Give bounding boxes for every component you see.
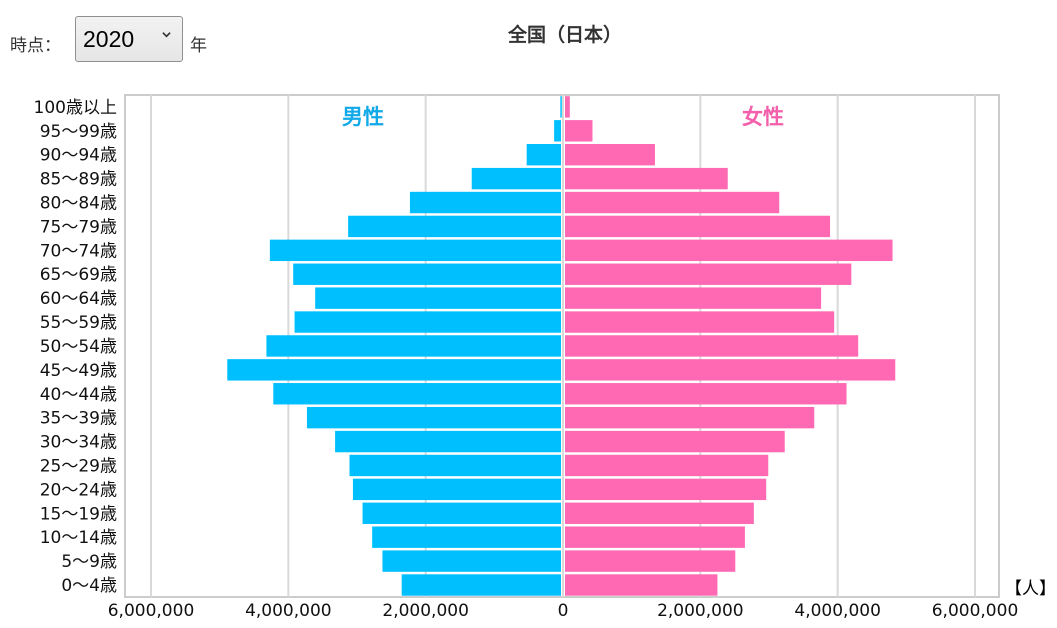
age-group-label: 65～69歳 xyxy=(40,265,117,285)
age-group-label: 45～49歳 xyxy=(40,361,117,381)
female-bar xyxy=(565,550,736,572)
male-bar xyxy=(382,550,561,572)
female-bar xyxy=(565,406,815,429)
female-bar xyxy=(565,526,745,548)
female-bar xyxy=(565,287,822,309)
age-group-label: 10～14歳 xyxy=(40,528,117,548)
male-bar xyxy=(227,359,561,381)
age-group-label: 60～64歳 xyxy=(40,289,117,309)
age-group-label: 90～94歳 xyxy=(40,146,117,166)
female-bar xyxy=(565,191,780,214)
male-bar xyxy=(335,430,561,453)
female-bar xyxy=(565,144,655,166)
age-group-label: 85～89歳 xyxy=(40,170,117,190)
male-bar xyxy=(526,144,561,166)
x-tick-label: 2,000,000 xyxy=(657,601,744,621)
unit-label: 【人】 xyxy=(1005,579,1056,599)
male-bar xyxy=(306,406,561,429)
age-group-label: 15～19歳 xyxy=(40,504,117,524)
age-group-label: 75～79歳 xyxy=(40,217,117,237)
male-bar xyxy=(554,120,561,142)
male-bar xyxy=(372,526,561,548)
female-bar xyxy=(565,574,718,596)
female-bar xyxy=(565,478,767,501)
x-tick-label: 2,000,000 xyxy=(382,601,469,621)
male-bar xyxy=(352,478,561,501)
female-bar xyxy=(565,239,893,262)
male-bar xyxy=(362,502,561,524)
male-bar xyxy=(293,263,561,285)
female-bar xyxy=(565,454,769,477)
male-bar xyxy=(315,287,561,309)
male-series-label: 男性 xyxy=(342,105,384,129)
male-bar xyxy=(560,96,562,118)
year-select[interactable]: 2020 xyxy=(75,16,183,62)
x-tick-label: 4,000,000 xyxy=(245,601,332,621)
age-group-label: 30～34歳 xyxy=(40,433,117,453)
age-group-label: 40～44歳 xyxy=(40,385,117,405)
age-group-label: 80～84歳 xyxy=(40,194,117,214)
female-bar xyxy=(565,96,570,118)
male-bar xyxy=(273,383,561,405)
male-bar xyxy=(471,167,561,190)
female-bar xyxy=(565,263,852,285)
chart-title: 全国（日本） xyxy=(507,24,622,46)
age-group-label: 100歳以上 xyxy=(34,98,117,118)
x-tick-label: 6,000,000 xyxy=(108,601,195,621)
age-group-label: 95～99歳 xyxy=(40,122,117,142)
time-point-label: 時点： xyxy=(10,36,61,56)
female-bar xyxy=(565,430,785,453)
age-group-label: 5～9歳 xyxy=(61,552,117,572)
age-group-label: 0～4歳 xyxy=(61,576,117,596)
x-tick-label: 4,000,000 xyxy=(794,601,881,621)
female-series-label: 女性 xyxy=(742,105,784,129)
female-bar xyxy=(565,120,593,142)
male-bar xyxy=(409,191,561,214)
age-group-label: 70～74歳 xyxy=(40,241,117,261)
male-bar xyxy=(348,215,561,238)
female-bar xyxy=(565,167,728,190)
male-bar xyxy=(401,574,561,596)
female-bar xyxy=(565,502,754,524)
male-bar xyxy=(266,335,561,357)
female-bar xyxy=(565,215,831,238)
age-group-label: 25～29歳 xyxy=(40,456,117,476)
female-bar xyxy=(565,335,859,357)
male-bar xyxy=(294,311,561,333)
x-tick-label: 6,000,000 xyxy=(932,601,1019,621)
female-bar xyxy=(565,383,847,405)
male-bar xyxy=(269,239,561,262)
age-group-label: 55～59歳 xyxy=(40,313,117,333)
male-bar xyxy=(349,454,561,477)
female-bar xyxy=(565,311,835,333)
age-group-label: 20～24歳 xyxy=(40,480,117,500)
year-suffix: 年 xyxy=(190,36,207,56)
age-group-label: 50～54歳 xyxy=(40,337,117,357)
age-group-label: 35～39歳 xyxy=(40,409,117,429)
x-tick-label: 0 xyxy=(558,601,569,621)
female-bar xyxy=(565,359,896,381)
